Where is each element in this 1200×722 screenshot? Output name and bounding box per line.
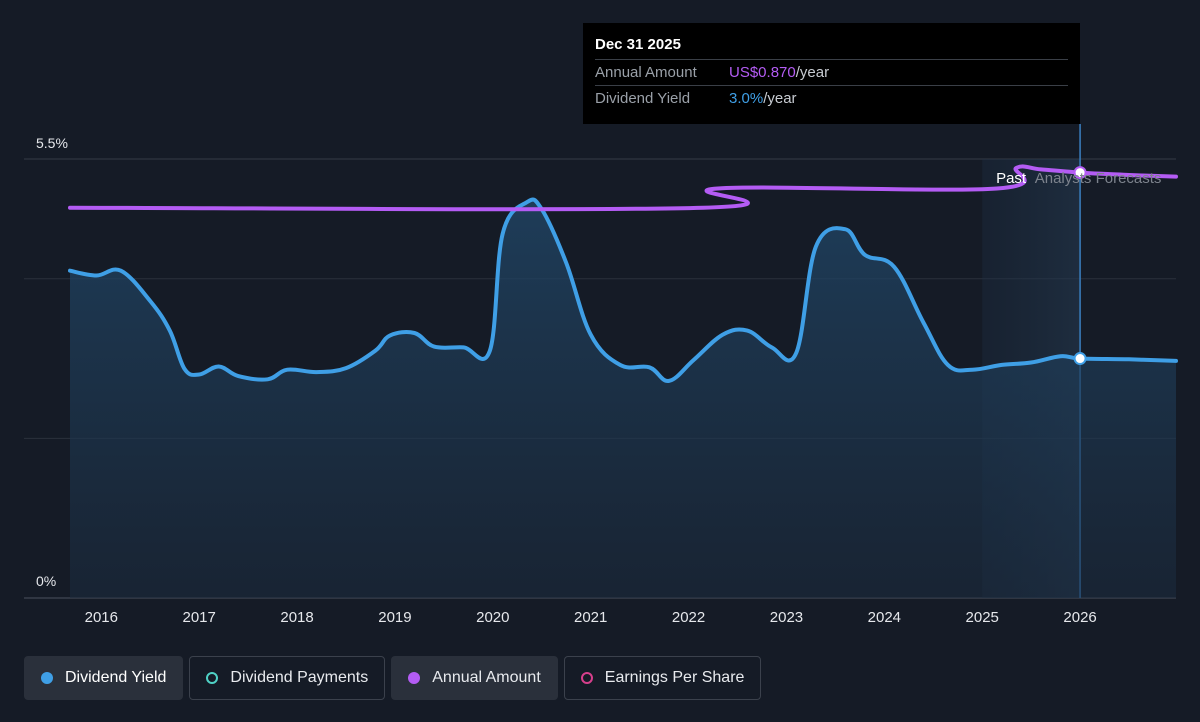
legend-annual-amount-label: Annual Amount	[432, 669, 541, 686]
annual-amount-marker	[1073, 166, 1087, 180]
dividend-yield-area	[70, 199, 1176, 599]
legend-earnings-per-share-icon	[580, 672, 593, 684]
x-tick-label: 2020	[476, 609, 509, 626]
axis-labels: 5.5% 0% 2016 2017 2018 2019 2020 2021 2022 2023 20…	[36, 135, 1161, 626]
legend-dividend-payments-icon	[206, 672, 219, 684]
tooltip-yield-label: Dividend Yield	[595, 90, 691, 107]
legend-earnings-per-share[interactable]: Earnings Per Share	[563, 656, 762, 700]
chart-tooltip: Dec 31 2025 Annual Amount US$0.870/year …	[583, 23, 1080, 124]
y-tick-label-top: 5.5%	[36, 135, 68, 151]
yield-area	[70, 199, 1176, 599]
x-tick-label: 2016	[85, 609, 118, 626]
chart-legend: Dividend Yield Dividend Payments Annual …	[24, 656, 762, 700]
x-tick-label: 2026	[1063, 609, 1096, 626]
tooltip-annual-row: Annual Amount US$0.870/year	[595, 59, 1068, 85]
past-region-label: Past	[996, 170, 1027, 187]
x-tick-label: 2025	[966, 609, 999, 626]
tooltip-annual-value: US$0.870	[729, 64, 796, 81]
tooltip-date: Dec 31 2025	[595, 36, 681, 53]
dividend-yield-line	[68, 197, 1178, 383]
tooltip-annual-suffix: /year	[795, 64, 830, 81]
dividend-chart: 5.5% 0% 2016 2017 2018 2019 2020 2021 2022 2023 20…	[24, 124, 1178, 626]
x-tick-label: 2018	[280, 609, 313, 626]
tooltip-yield-row: Dividend Yield 3.0%/year	[595, 85, 1068, 111]
x-tick-label: 2017	[183, 609, 216, 626]
legend-annual-amount[interactable]: Annual Amount	[391, 656, 558, 700]
legend-dividend-payments[interactable]: Dividend Payments	[189, 656, 386, 700]
forecast-region-label: Analysts Forecasts	[1035, 170, 1162, 187]
legend-dividend-yield[interactable]: Dividend Yield	[24, 656, 184, 700]
x-tick-label: 2023	[770, 609, 803, 626]
x-tick-label: 2022	[672, 609, 705, 626]
legend-dividend-yield-label: Dividend Yield	[65, 669, 167, 686]
tooltip-yield-suffix: /year	[763, 90, 797, 107]
tooltip-markers	[1073, 166, 1087, 366]
legend-dividend-yield-icon	[41, 672, 53, 684]
x-tick-label: 2024	[868, 609, 901, 626]
tooltip-yield-value: 3.0%	[729, 90, 764, 107]
x-tick-label: 2019	[378, 609, 411, 626]
legend-annual-amount-icon	[408, 672, 421, 684]
y-tick-label-bottom: 0%	[36, 573, 56, 589]
legend-dividend-payments-label: Dividend Payments	[230, 669, 369, 686]
legend-earnings-per-share-label: Earnings Per Share	[604, 669, 745, 686]
x-tick-label: 2021	[574, 609, 607, 626]
tooltip-annual-label: Annual Amount	[595, 64, 697, 81]
dividend-yield-marker	[1073, 352, 1087, 366]
